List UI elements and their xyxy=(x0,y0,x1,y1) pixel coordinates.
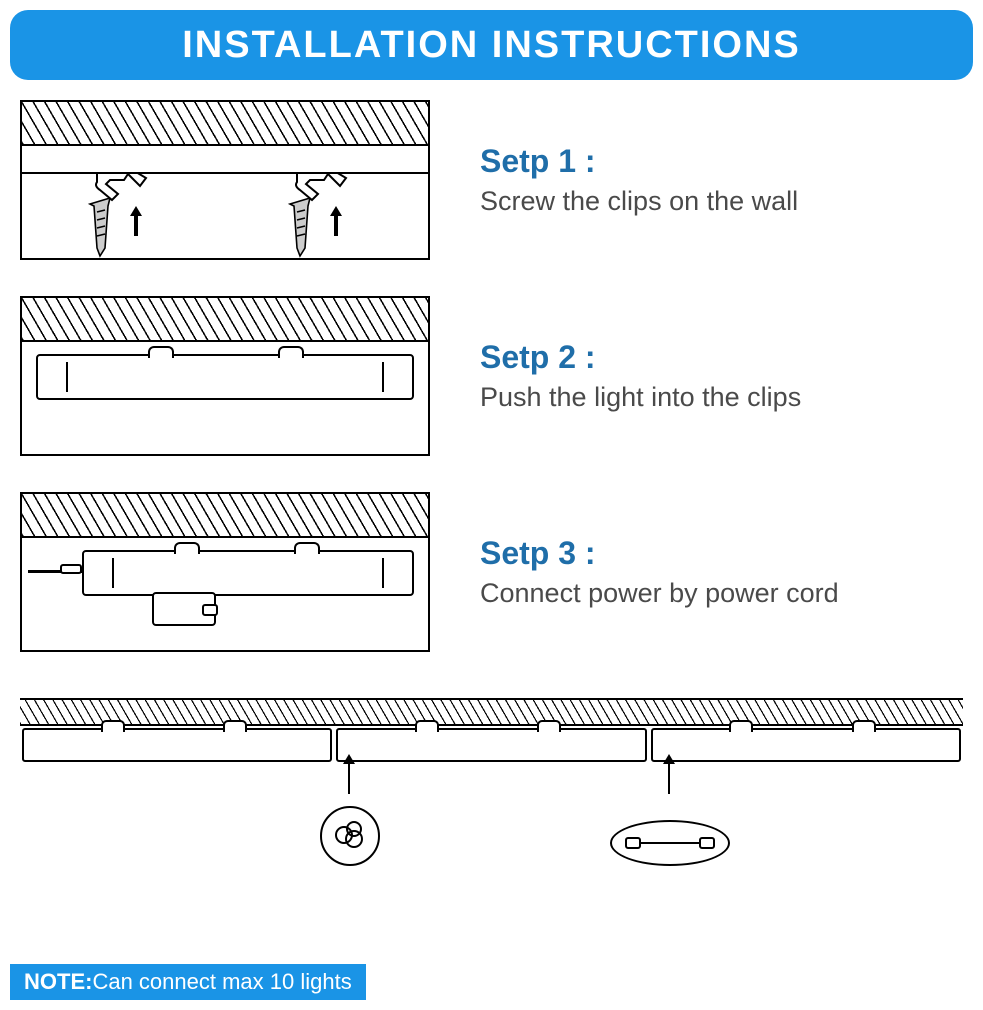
callout-connector-cable xyxy=(610,794,700,866)
clip-icon xyxy=(278,346,304,358)
connector-cable-icon xyxy=(610,820,730,866)
step2-diagram xyxy=(20,296,430,456)
bottom-diagram-container xyxy=(0,688,983,858)
note-banner: NOTE: Can connect max 10 lights xyxy=(10,964,366,1000)
step3-title: Setp 3 : xyxy=(480,535,839,572)
note-text: Can connect max 10 lights xyxy=(92,969,351,995)
steps-container: Setp 1 : Screw the clips on the wall Set… xyxy=(0,80,983,652)
lightbar-icon xyxy=(36,354,414,400)
step1-text: Setp 1 : Screw the clips on the wall xyxy=(430,143,798,217)
callout-connector-plug xyxy=(320,794,410,866)
step-row-3: Setp 3 : Connect power by power cord xyxy=(20,492,963,652)
step1-title: Setp 1 : xyxy=(480,143,798,180)
adapter-icon xyxy=(152,592,216,626)
lightbar-icon xyxy=(82,550,414,596)
header-banner: INSTALLATION INSTRUCTIONS xyxy=(10,10,973,80)
screw-icon xyxy=(80,198,120,258)
plug-icon xyxy=(60,564,82,574)
clip-icon xyxy=(174,542,200,554)
header-title: INSTALLATION INSTRUCTIONS xyxy=(182,24,801,67)
light-unit-icon xyxy=(22,728,332,762)
step3-diagram xyxy=(20,492,430,652)
step2-title: Setp 2 : xyxy=(480,339,801,376)
connector-plug-icon xyxy=(320,806,380,866)
step2-text: Setp 2 : Push the light into the clips xyxy=(430,339,801,413)
clip-icon xyxy=(148,346,174,358)
light-unit-icon xyxy=(336,728,646,762)
light-unit-icon xyxy=(651,728,961,762)
step-row-1: Setp 1 : Screw the clips on the wall xyxy=(20,100,963,260)
step3-desc: Connect power by power cord xyxy=(480,578,839,609)
arrow-up-icon xyxy=(128,206,144,236)
note-label: NOTE: xyxy=(24,969,92,995)
step1-desc: Screw the clips on the wall xyxy=(480,186,798,217)
arrow-up-icon xyxy=(328,206,344,236)
step1-diagram xyxy=(20,100,430,260)
screw-icon xyxy=(280,198,320,258)
step-row-2: Setp 2 : Push the light into the clips xyxy=(20,296,963,456)
step2-desc: Push the light into the clips xyxy=(480,382,801,413)
clip-icon xyxy=(294,542,320,554)
bottom-diagram xyxy=(20,698,963,858)
step3-text: Setp 3 : Connect power by power cord xyxy=(430,535,839,609)
